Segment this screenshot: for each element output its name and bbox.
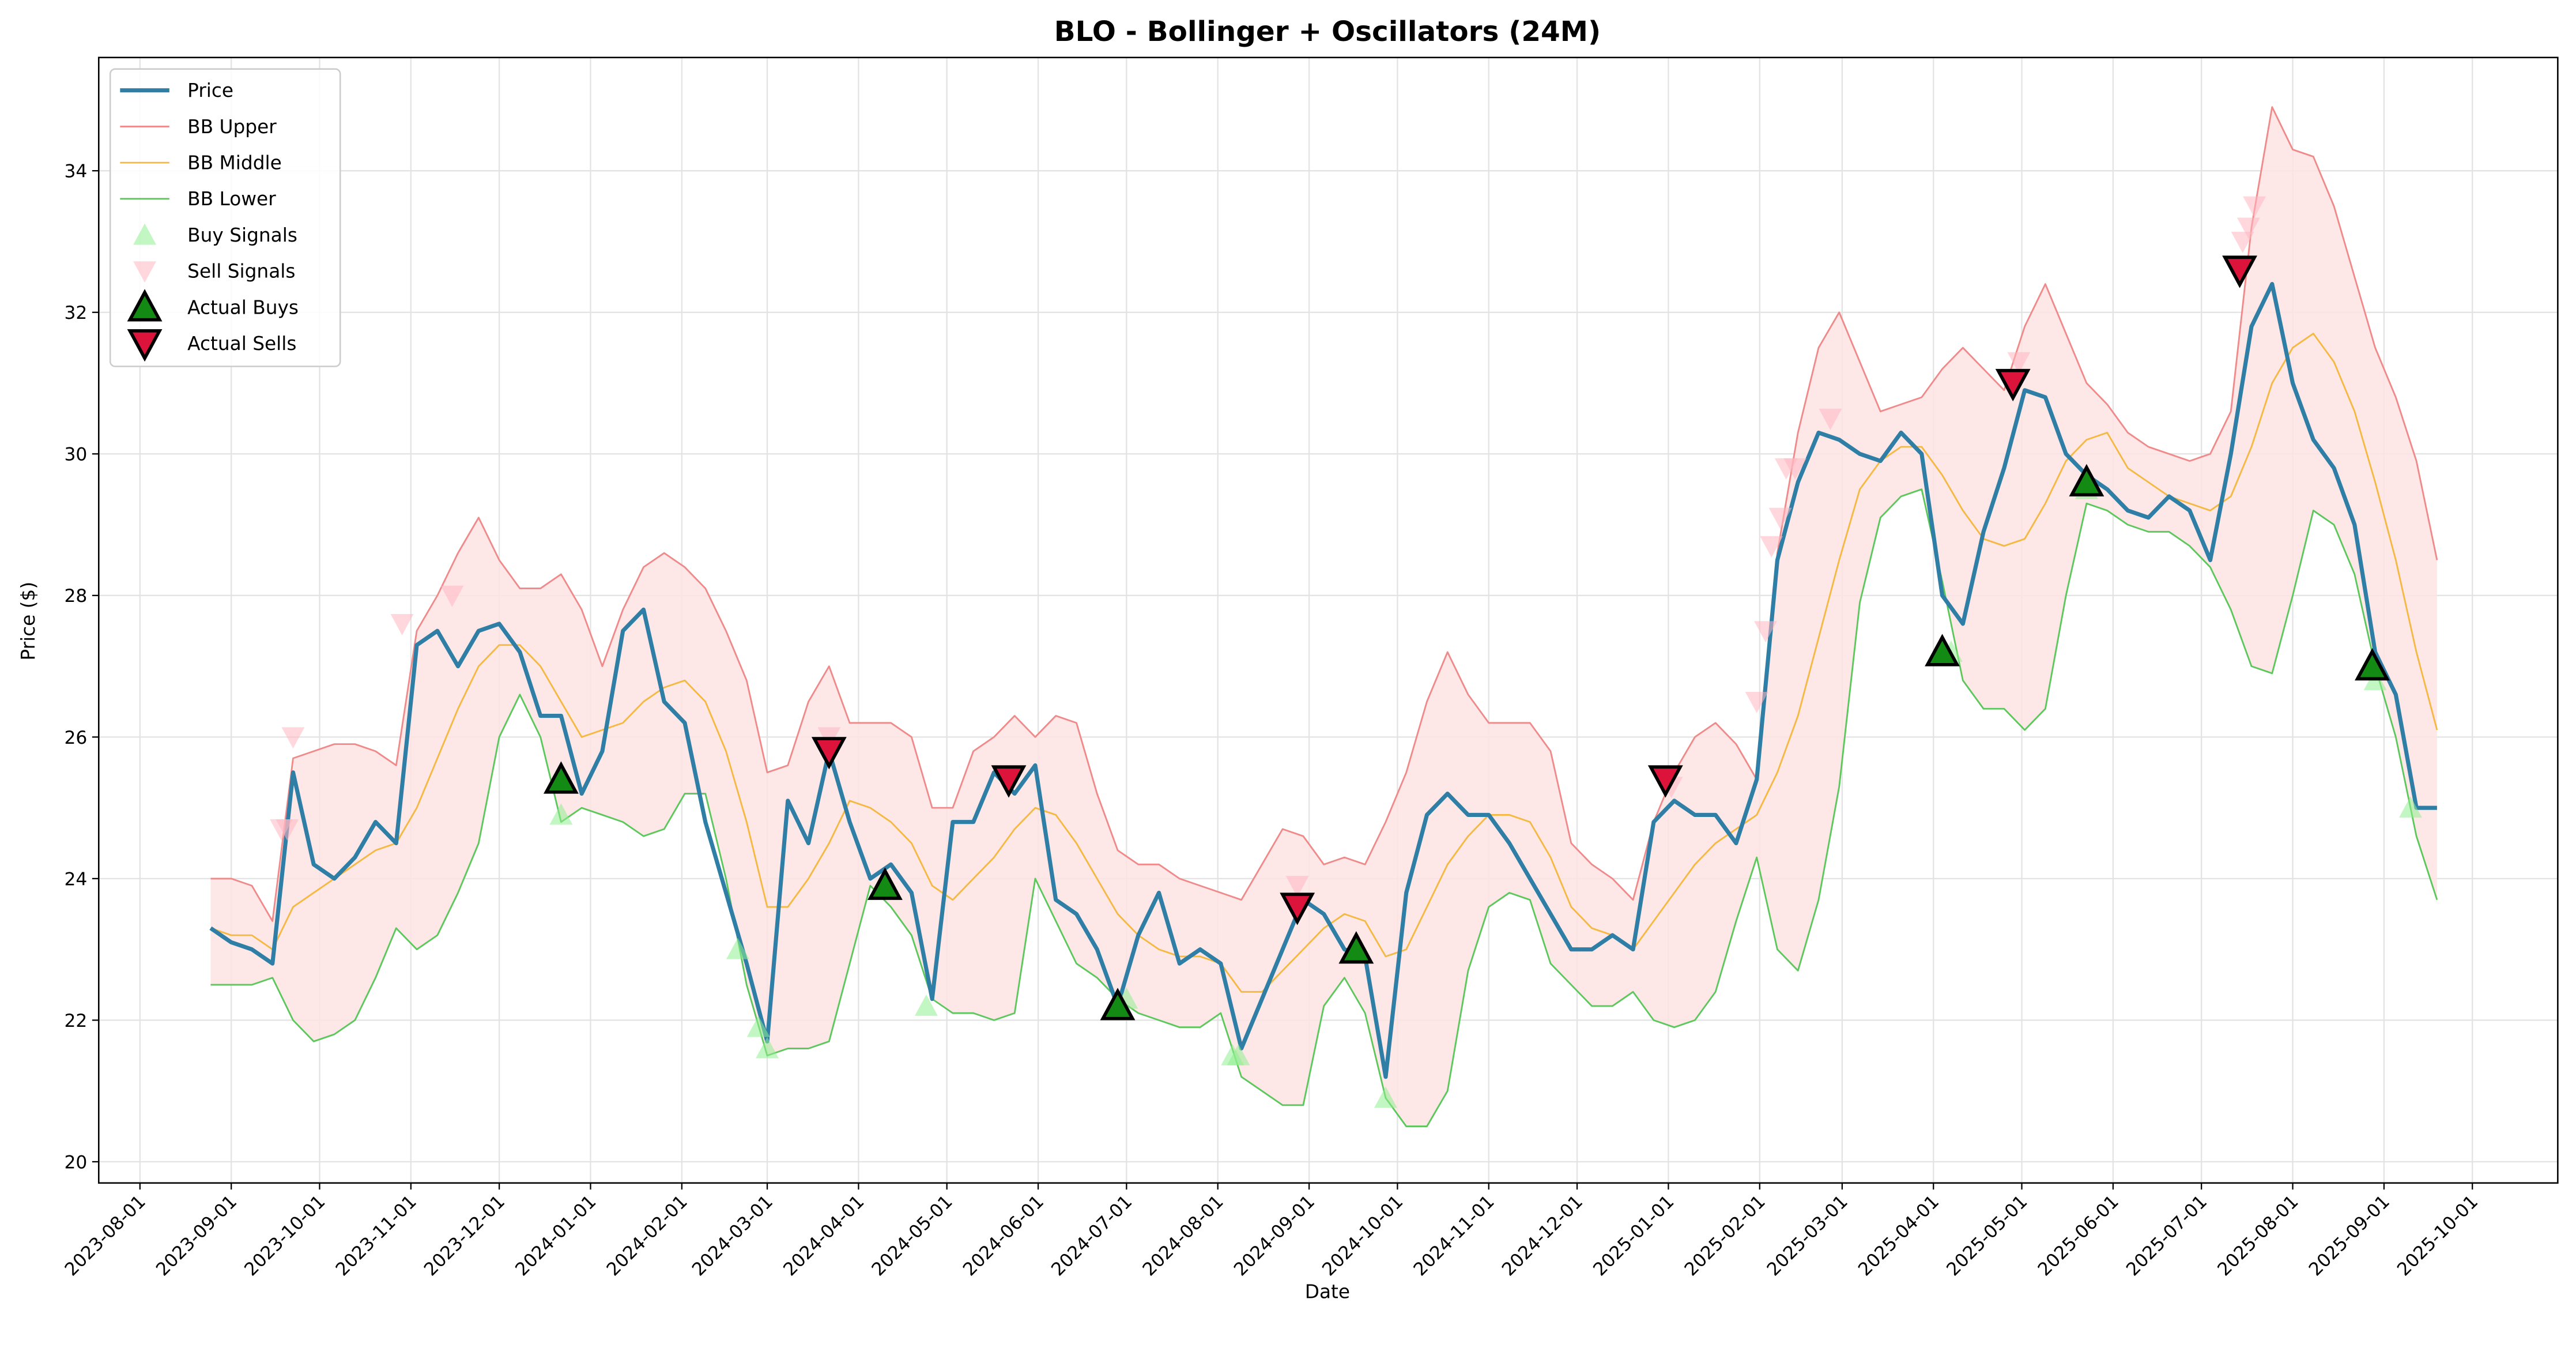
signal-marker [1647, 765, 1683, 798]
signal-marker [726, 937, 749, 959]
signal-marker [1760, 536, 1783, 558]
signal-marker [1819, 408, 1842, 430]
band-fill [210, 107, 2437, 1127]
signal-marker [1745, 692, 1768, 713]
legend-label: Buy Signals [187, 224, 297, 246]
y-axis-label: Price ($) [17, 582, 39, 661]
legend-swatch [133, 223, 157, 245]
signal-marker [281, 727, 305, 749]
legend: Price BB Upper BB Middle BB Lower Buy Signal… [109, 68, 341, 367]
signal-marker [549, 803, 573, 825]
legend-label: Price [187, 80, 233, 101]
legend-swatch [127, 329, 163, 362]
signal-marker [1280, 892, 1315, 925]
legend-swatch [127, 289, 163, 322]
y-tick-label: 32 [64, 303, 87, 323]
signal-marker [1374, 1086, 1397, 1108]
signal-marker [991, 765, 1027, 798]
legend-label: BB Middle [187, 152, 282, 174]
y-tick-label: 22 [64, 1011, 87, 1031]
y-tick-label: 20 [64, 1152, 87, 1173]
signal-marker [2222, 255, 2258, 288]
series-line [210, 488, 2438, 1128]
axes-frame [97, 57, 2559, 1184]
signal-marker [1227, 1044, 1250, 1065]
legend-label: BB Lower [187, 188, 276, 210]
series-line [209, 282, 2437, 1079]
signal-marker [1768, 507, 1792, 529]
legend-swatch [133, 261, 157, 283]
signal-marker [2007, 352, 2031, 374]
signal-marker [811, 737, 847, 770]
y-tick-label: 34 [64, 161, 87, 182]
signal-marker [440, 585, 464, 607]
signal-marker [390, 613, 414, 635]
x-axis-label: Date [1305, 1281, 1350, 1302]
signal-marker [1338, 931, 1374, 964]
legend-label: BB Upper [187, 116, 277, 138]
signal-marker [914, 994, 938, 1016]
series-line [210, 333, 2438, 993]
signal-marker [1100, 988, 1136, 1020]
y-tick-label: 28 [64, 586, 87, 607]
signal-marker [867, 867, 903, 900]
legend-label: Sell Signals [187, 261, 295, 283]
signal-marker [2243, 196, 2266, 218]
legend-box [109, 68, 341, 367]
signal-marker [1285, 876, 1309, 898]
signal-marker [2236, 217, 2260, 239]
signal-marker [2398, 796, 2422, 818]
series-line [210, 106, 2438, 922]
signal-marker [1754, 621, 1777, 643]
signal-marker [2355, 647, 2390, 681]
signal-marker [1995, 368, 2031, 402]
y-tick-label: 24 [64, 869, 87, 890]
signal-marker [2069, 464, 2104, 497]
signal-marker [1783, 458, 1807, 480]
signal-marker [756, 1037, 779, 1059]
signal-marker [543, 761, 579, 794]
y-tick-label: 26 [64, 728, 87, 748]
chart-title: BLO - Bollinger + Oscillators (24M) [1054, 16, 1601, 48]
signal-marker [276, 819, 299, 841]
signal-marker [1925, 634, 1960, 666]
legend-label: Actual Sells [187, 333, 296, 355]
y-tick-label: 30 [64, 445, 87, 465]
legend-label: Actual Buys [187, 296, 299, 318]
signal-marker [746, 1015, 770, 1037]
